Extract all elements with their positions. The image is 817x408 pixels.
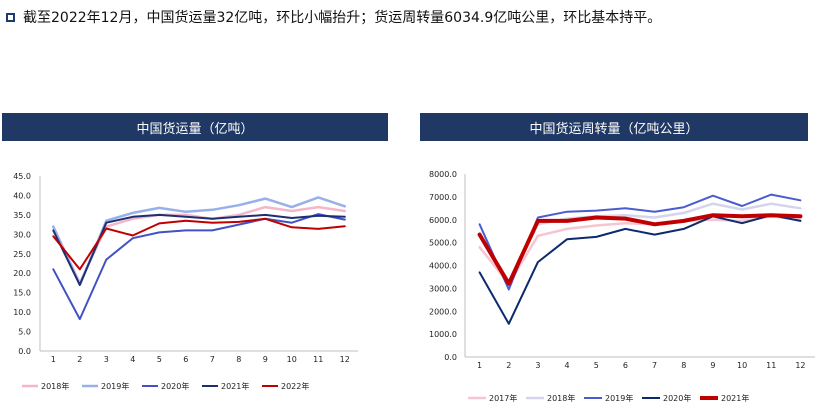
c1-y-tick-label: 35.0 xyxy=(13,211,31,220)
c1-series-line-2020年 xyxy=(52,213,346,321)
c1-y-tick-label: 20.0 xyxy=(13,269,31,278)
c1-x-tick-label: 9 xyxy=(263,355,268,364)
c1-x-tick-label: 7 xyxy=(210,355,215,364)
c2-y-tick-label: 4000.0 xyxy=(429,262,457,271)
c1-legend-label: 2019年 xyxy=(101,381,129,391)
headline-text: 截至2022年12月，中国货运量32亿吨，环比小幅抬升；货运周转量6034.9亿… xyxy=(23,10,662,26)
c2-legend-label: 2017年 xyxy=(489,393,517,403)
c1-x-tick-label: 4 xyxy=(130,355,135,364)
c1-x-tick-label: 10 xyxy=(287,355,297,364)
c2-x-tick-label: 11 xyxy=(766,361,776,370)
c2-y-tick-label: 1000.0 xyxy=(429,330,457,339)
c1-x-tick-label: 2 xyxy=(77,355,82,364)
c2-x-tick-label: 10 xyxy=(737,361,747,370)
c2-series-line-2020年 xyxy=(478,214,802,325)
c1-x-tick-label: 8 xyxy=(236,355,241,364)
c1-y-tick-label: 10.0 xyxy=(13,308,31,317)
c2-y-tick-label: 0.0 xyxy=(444,353,457,362)
c2-y-tick-label: 3000.0 xyxy=(429,284,457,293)
c2-x-tick-label: 5 xyxy=(594,361,599,370)
c1-y-tick-label: 45.0 xyxy=(13,172,31,181)
c2-x-tick-label: 4 xyxy=(565,361,570,370)
c2-y-tick-label: 7000.0 xyxy=(429,193,457,202)
c2-legend-label: 2021年 xyxy=(721,393,749,403)
c2-x-tick-label: 1 xyxy=(477,361,482,370)
c1-y-tick-label: 30.0 xyxy=(13,230,31,239)
c2-y-tick-label: 5000.0 xyxy=(429,239,457,248)
c2-series-line-2021年 xyxy=(477,213,803,286)
square-bullet-icon xyxy=(6,12,15,22)
c1-y-tick-label: 0.0 xyxy=(18,347,31,356)
c1-x-tick-label: 5 xyxy=(157,355,162,364)
c2-legend-label: 2019年 xyxy=(605,393,633,403)
c2-x-tick-label: 2 xyxy=(506,361,511,370)
chart2-title: 中国货运周转量（亿吨公里） xyxy=(420,113,808,141)
c1-series-line-2022年 xyxy=(52,217,346,271)
c1-x-tick-label: 11 xyxy=(313,355,323,364)
c1-x-tick-label: 1 xyxy=(51,355,56,364)
c1-y-tick-label: 25.0 xyxy=(13,250,31,259)
c2-y-tick-label: 8000.0 xyxy=(429,170,457,179)
c2-y-tick-label: 2000.0 xyxy=(429,307,457,316)
c2-y-tick-label: 6000.0 xyxy=(429,216,457,225)
c2-x-tick-label: 6 xyxy=(623,361,628,370)
c1-x-tick-label: 6 xyxy=(183,355,188,364)
c2-x-tick-label: 7 xyxy=(652,361,657,370)
c2-x-tick-label: 9 xyxy=(710,361,715,370)
c2-x-tick-label: 3 xyxy=(535,361,540,370)
c1-y-tick-label: 40.0 xyxy=(13,191,31,200)
chart1-title: 中国货运量（亿吨） xyxy=(2,113,388,141)
c1-y-tick-label: 5.0 xyxy=(18,328,31,337)
c1-y-tick-label: 15.0 xyxy=(13,289,31,298)
headline: 截至2022年12月，中国货运量32亿吨，环比小幅抬升；货运周转量6034.9亿… xyxy=(6,7,661,27)
c1-legend-label: 2020年 xyxy=(161,381,189,391)
c2-legend-label: 2018年 xyxy=(547,393,575,403)
c1-x-tick-label: 3 xyxy=(104,355,109,364)
c2-x-tick-label: 8 xyxy=(681,361,686,370)
c1-legend-label: 2021年 xyxy=(221,381,249,391)
c2-legend-label: 2020年 xyxy=(663,393,691,403)
c2-series-line-2017年 xyxy=(478,215,802,286)
c1-legend-label: 2018年 xyxy=(41,381,69,391)
c1-series-line-2021年 xyxy=(52,213,346,286)
c2-x-tick-label: 12 xyxy=(795,361,805,370)
c1-x-tick-label: 12 xyxy=(340,355,350,364)
c1-legend-label: 2022年 xyxy=(281,381,309,391)
